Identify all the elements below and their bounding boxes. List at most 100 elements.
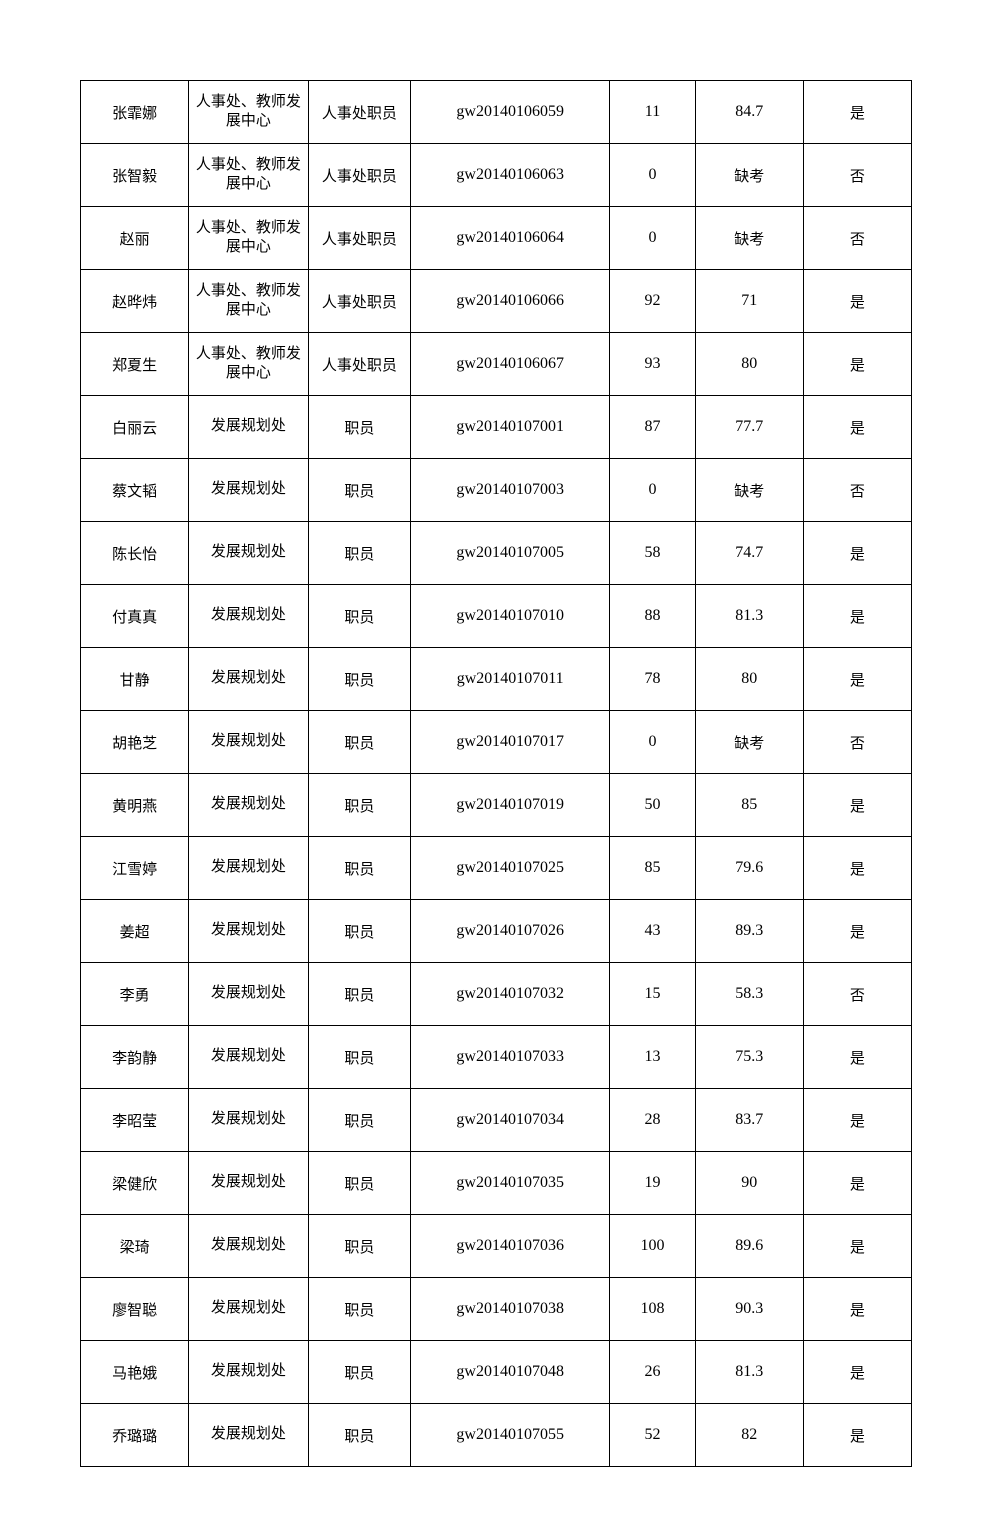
cell-dept: 发展规划处 (189, 774, 309, 837)
table-row: 张智毅人事处、教师发展中心人事处职员gw201401060630缺考否 (81, 144, 912, 207)
cell-code: gw20140107005 (411, 522, 610, 585)
cell-dept: 发展规划处 (189, 585, 309, 648)
cell-name: 甘静 (81, 648, 189, 711)
cell-score1: 100 (610, 1215, 695, 1278)
cell-score2: 84.7 (695, 81, 803, 144)
cell-score2: 58.3 (695, 963, 803, 1026)
cell-score1: 87 (610, 396, 695, 459)
cell-name: 江雪婷 (81, 837, 189, 900)
cell-position: 职员 (308, 1089, 410, 1152)
cell-pass: 是 (803, 396, 911, 459)
cell-position: 职员 (308, 522, 410, 585)
cell-name: 白丽云 (81, 396, 189, 459)
cell-name: 郑夏生 (81, 333, 189, 396)
cell-position: 职员 (308, 1215, 410, 1278)
cell-name: 蔡文韬 (81, 459, 189, 522)
cell-code: gw20140107034 (411, 1089, 610, 1152)
cell-code: gw20140106063 (411, 144, 610, 207)
cell-pass: 是 (803, 1278, 911, 1341)
cell-name: 李勇 (81, 963, 189, 1026)
cell-score2: 80 (695, 333, 803, 396)
cell-score1: 28 (610, 1089, 695, 1152)
cell-name: 梁健欣 (81, 1152, 189, 1215)
cell-code: gw20140107019 (411, 774, 610, 837)
cell-pass: 否 (803, 459, 911, 522)
cell-pass: 否 (803, 711, 911, 774)
cell-name: 赵晔炜 (81, 270, 189, 333)
cell-score2: 85 (695, 774, 803, 837)
cell-score1: 0 (610, 711, 695, 774)
cell-code: gw20140107017 (411, 711, 610, 774)
cell-score2: 90.3 (695, 1278, 803, 1341)
cell-name: 黄明燕 (81, 774, 189, 837)
cell-dept: 发展规划处 (189, 648, 309, 711)
cell-score2: 83.7 (695, 1089, 803, 1152)
cell-score1: 0 (610, 207, 695, 270)
cell-position: 职员 (308, 648, 410, 711)
cell-score1: 0 (610, 144, 695, 207)
cell-pass: 否 (803, 207, 911, 270)
cell-score2: 缺考 (695, 144, 803, 207)
cell-name: 廖智聪 (81, 1278, 189, 1341)
cell-pass: 是 (803, 81, 911, 144)
cell-pass: 是 (803, 837, 911, 900)
table-row: 白丽云发展规划处职员gw201401070018777.7是 (81, 396, 912, 459)
cell-name: 马艳娥 (81, 1341, 189, 1404)
table-body: 张霏娜人事处、教师发展中心人事处职员gw201401060591184.7是张智… (81, 81, 912, 1467)
cell-score1: 19 (610, 1152, 695, 1215)
results-table: 张霏娜人事处、教师发展中心人事处职员gw201401060591184.7是张智… (80, 80, 912, 1467)
table-row: 乔璐璐发展规划处职员gw201401070555282是 (81, 1404, 912, 1467)
cell-dept: 发展规划处 (189, 1152, 309, 1215)
cell-pass: 是 (803, 774, 911, 837)
table-row: 梁健欣发展规划处职员gw201401070351990是 (81, 1152, 912, 1215)
cell-dept: 发展规划处 (189, 900, 309, 963)
cell-name: 姜超 (81, 900, 189, 963)
cell-score2: 89.6 (695, 1215, 803, 1278)
cell-dept: 发展规划处 (189, 963, 309, 1026)
cell-position: 职员 (308, 459, 410, 522)
cell-score1: 58 (610, 522, 695, 585)
table-row: 付真真发展规划处职员gw201401070108881.3是 (81, 585, 912, 648)
cell-code: gw20140107035 (411, 1152, 610, 1215)
table-row: 李勇发展规划处职员gw201401070321558.3否 (81, 963, 912, 1026)
cell-dept: 发展规划处 (189, 1215, 309, 1278)
cell-pass: 否 (803, 144, 911, 207)
cell-dept: 人事处、教师发展中心 (189, 144, 309, 207)
table-row: 赵晔炜人事处、教师发展中心人事处职员gw201401060669271是 (81, 270, 912, 333)
cell-pass: 是 (803, 1026, 911, 1089)
cell-score2: 81.3 (695, 585, 803, 648)
cell-score2: 缺考 (695, 207, 803, 270)
cell-position: 职员 (308, 1341, 410, 1404)
table-row: 张霏娜人事处、教师发展中心人事处职员gw201401060591184.7是 (81, 81, 912, 144)
cell-position: 职员 (308, 1026, 410, 1089)
cell-position: 职员 (308, 1152, 410, 1215)
cell-score1: 0 (610, 459, 695, 522)
table-row: 李韵静发展规划处职员gw201401070331375.3是 (81, 1026, 912, 1089)
cell-name: 张霏娜 (81, 81, 189, 144)
table-row: 姜超发展规划处职员gw201401070264389.3是 (81, 900, 912, 963)
cell-dept: 人事处、教师发展中心 (189, 81, 309, 144)
cell-score1: 15 (610, 963, 695, 1026)
table-row: 李昭莹发展规划处职员gw201401070342883.7是 (81, 1089, 912, 1152)
cell-score2: 80 (695, 648, 803, 711)
cell-name: 李韵静 (81, 1026, 189, 1089)
cell-dept: 人事处、教师发展中心 (189, 333, 309, 396)
table-row: 陈长怡发展规划处职员gw201401070055874.7是 (81, 522, 912, 585)
table-row: 梁琦发展规划处职员gw2014010703610089.6是 (81, 1215, 912, 1278)
cell-pass: 是 (803, 900, 911, 963)
cell-position: 职员 (308, 1278, 410, 1341)
cell-code: gw20140107003 (411, 459, 610, 522)
cell-name: 梁琦 (81, 1215, 189, 1278)
cell-position: 人事处职员 (308, 81, 410, 144)
cell-code: gw20140107036 (411, 1215, 610, 1278)
table-row: 赵丽人事处、教师发展中心人事处职员gw201401060640缺考否 (81, 207, 912, 270)
cell-code: gw20140107010 (411, 585, 610, 648)
cell-name: 李昭莹 (81, 1089, 189, 1152)
cell-name: 赵丽 (81, 207, 189, 270)
cell-score2: 75.3 (695, 1026, 803, 1089)
cell-score1: 78 (610, 648, 695, 711)
cell-pass: 否 (803, 963, 911, 1026)
cell-position: 职员 (308, 837, 410, 900)
cell-position: 人事处职员 (308, 333, 410, 396)
cell-score1: 108 (610, 1278, 695, 1341)
